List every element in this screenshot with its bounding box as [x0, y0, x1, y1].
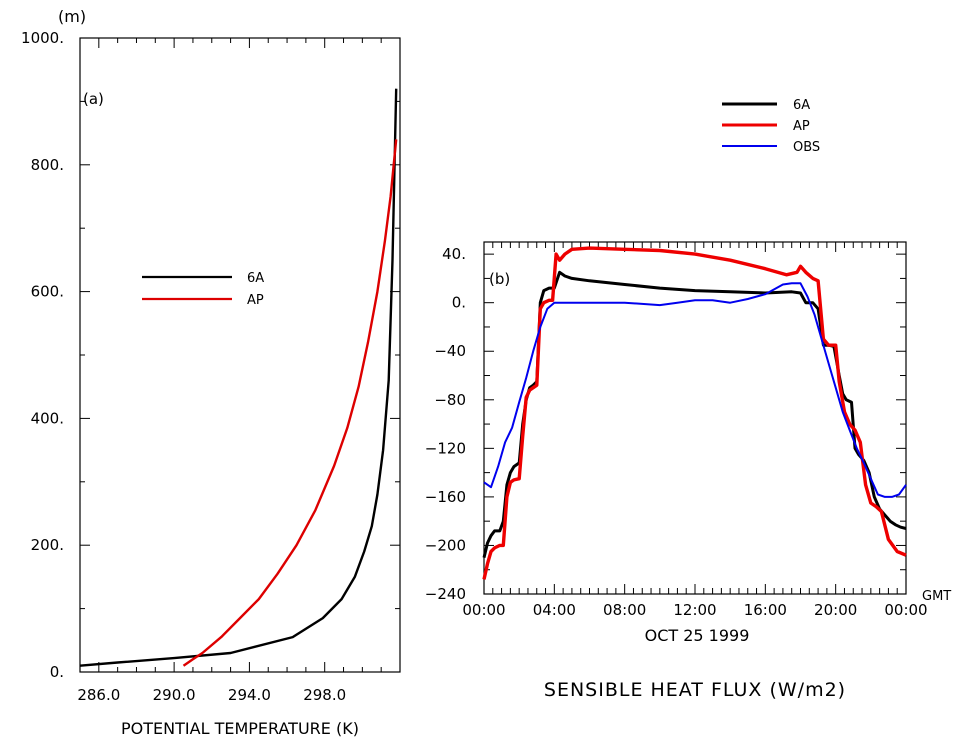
- panel-b-series-lines: [482, 246, 907, 580]
- panel-a-y-tick-label: 600.: [31, 283, 64, 301]
- panel-b-legend-label-ap: AP: [793, 119, 810, 134]
- panel-b-legend: 6A AP OBS: [722, 98, 820, 155]
- panel-a-y-tick-label: 200.: [31, 536, 64, 554]
- panel-b-y-tick-label: −80: [434, 391, 466, 409]
- panel-b-x-tick-label: 20:00: [814, 601, 857, 619]
- panel-a-label: (a): [83, 90, 104, 108]
- panel-a-y-tick-label: 0.: [50, 663, 64, 681]
- panel-b-x-tick-label: 00:00: [884, 601, 927, 619]
- panel-a-legend-label-ap: AP: [247, 293, 264, 308]
- panel-a-y-tick-label: 800.: [31, 156, 64, 174]
- panel-a-x-tick-label: 290.0: [153, 686, 196, 704]
- panel-a-y-tick-label: 1000.: [21, 29, 64, 47]
- panel-b-series-line-obs: [483, 282, 907, 498]
- panel-b-ticks: [483, 242, 907, 595]
- panel-b-x-tick-label: 08:00: [603, 601, 646, 619]
- panel-a-x-tick-labels: 286.0 290.0 294.0 298.0: [77, 686, 346, 704]
- panel-b-y-tick-label: −40: [434, 342, 466, 360]
- panel-a-y-tick-label: 400.: [31, 409, 64, 427]
- panel-b-series-line-ap: [482, 246, 907, 580]
- panel-a-x-tick-label: 298.0: [303, 686, 346, 704]
- panel-b-x-unit-label: GMT: [922, 589, 951, 604]
- panel-b-y-tick-label: −160: [425, 488, 466, 506]
- panel-b-x-tick-label: 00:00: [462, 601, 505, 619]
- panel-a-x-tick-label: 294.0: [228, 686, 271, 704]
- panel-b-series-line-6a: [482, 270, 907, 558]
- panel-b-label: (b): [489, 270, 510, 288]
- panel-a-legend: 6A AP: [142, 271, 264, 308]
- panel-b-x-tick-labels: 00:00 04:00 08:00 12:00 16:00 20:00 00:00: [462, 601, 927, 619]
- panel-a-series-line-6a: [79, 88, 398, 667]
- panel-b-title: SENSIBLE HEAT FLUX (W/m2): [544, 679, 846, 701]
- panel-b-y-tick-label: 0.: [452, 294, 466, 312]
- panel-a-xlabel: POTENTIAL TEMPERATURE (K): [121, 719, 359, 738]
- panel-a-series-lines: [79, 88, 398, 667]
- panel-b-y-tick-label: −120: [425, 439, 466, 457]
- panel-b-legend-label-6a: 6A: [793, 98, 810, 113]
- panel-b-y-tick-label: −240: [425, 585, 466, 603]
- panel-b-frame: [483, 241, 907, 595]
- panel-b-y-tick-labels: 40. 0. −40 −80 −120 −160 −200 −240: [425, 245, 466, 603]
- panel-a-frame: [79, 37, 401, 673]
- panel-b-x-tick-label: 12:00: [673, 601, 716, 619]
- panel-a-series-line-ap: [182, 139, 398, 667]
- panel-b-legend-label-obs: OBS: [793, 140, 820, 155]
- panel-b-xlabel: OCT 25 1999: [645, 626, 750, 645]
- panel-b-chart: 00:00 04:00 08:00 12:00 16:00 20:00 00:00 40. 0…: [425, 98, 951, 701]
- panel-a-ylabel: (m): [58, 7, 86, 26]
- panel-b-y-tick-label: −200: [425, 536, 466, 554]
- panel-a-ticks: [80, 37, 400, 673]
- panel-a-legend-label-6a: 6A: [247, 271, 264, 286]
- panel-b-y-tick-label: 40.: [442, 245, 466, 263]
- panel-b-x-tick-label: 16:00: [744, 601, 787, 619]
- panel-a-y-tick-labels: 0. 200. 400. 600. 800. 1000.: [21, 29, 64, 681]
- panel-a-x-tick-label: 286.0: [77, 686, 120, 704]
- panel-a-chart: 286.0 290.0 294.0 298.0 0. 200. 400. 600. 800. 1…: [21, 7, 401, 738]
- panel-b-x-tick-label: 04:00: [533, 601, 576, 619]
